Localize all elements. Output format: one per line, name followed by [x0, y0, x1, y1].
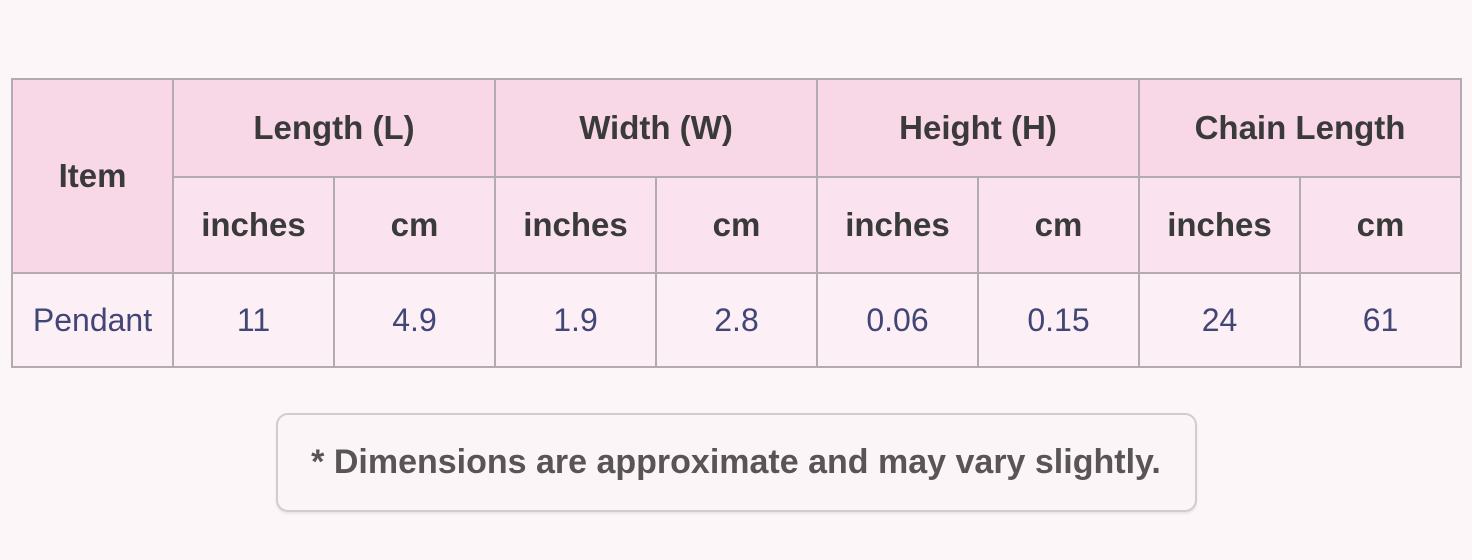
unit-header-height-inches: inches [816, 176, 979, 274]
group-header-length: Length (L) [172, 78, 496, 178]
value-cell-width-inches: 1.9 [494, 272, 657, 368]
unit-header-row: inches cm inches cm inches cm inches cm [12, 176, 1462, 274]
unit-header-width-cm: cm [655, 176, 818, 274]
size-chart-body: Pendant 11 4.9 1.9 2.8 0.06 0.15 24 61 [11, 272, 1462, 368]
unit-header-length-inches: inches [172, 176, 335, 274]
table-row-pendant: Pendant 11 4.9 1.9 2.8 0.06 0.15 24 61 [11, 272, 1462, 368]
unit-header-height-cm: cm [977, 176, 1140, 274]
dimensions-note: * Dimensions are approximate and may var… [275, 413, 1197, 512]
value-cell-height-cm: 0.15 [977, 272, 1140, 368]
unit-header-chain-cm: cm [1299, 176, 1462, 274]
group-header-width: Width (W) [494, 78, 818, 178]
value-cell-length-inches: 11 [172, 272, 335, 368]
value-cell-height-inches: 0.06 [816, 272, 979, 368]
item-column-header: Item [11, 78, 174, 274]
value-cell-chain-inches: 24 [1138, 272, 1301, 368]
unit-header-length-cm: cm [333, 176, 496, 274]
group-header-row: Item Length (L) Width (W) Height (H) Cha… [11, 78, 1462, 274]
value-cell-length-cm: 4.9 [333, 272, 496, 368]
group-header-chain-length: Chain Length [1138, 78, 1462, 178]
value-cell-width-cm: 2.8 [655, 272, 818, 368]
unit-header-width-inches: inches [494, 176, 657, 274]
group-header-height: Height (H) [816, 78, 1140, 178]
size-chart-header: Item Length (L) Width (W) Height (H) Cha… [11, 78, 1462, 274]
value-cell-chain-cm: 61 [1299, 272, 1462, 368]
size-chart-table: Item Length (L) Width (W) Height (H) Cha… [11, 78, 1462, 368]
item-cell: Pendant [11, 272, 174, 368]
unit-header-chain-inches: inches [1138, 176, 1301, 274]
dimensions-note-text: * Dimensions are approximate and may var… [311, 443, 1161, 481]
